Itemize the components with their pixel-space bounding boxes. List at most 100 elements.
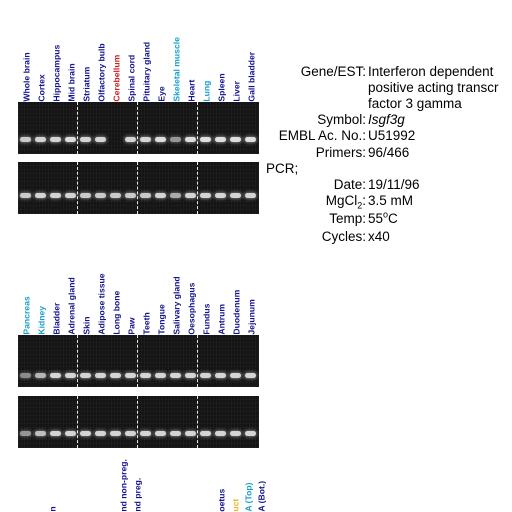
gel-image-2a <box>18 335 259 387</box>
lane-group-separator <box>77 102 78 154</box>
date-value: 19/11/96 <box>368 177 420 192</box>
lane-group-separator <box>137 396 138 448</box>
symbol-key: Symbol: <box>317 112 366 127</box>
gel-band <box>50 137 61 142</box>
gel-image-1a <box>18 102 259 154</box>
gel-band <box>170 193 181 198</box>
mgcl2-key-main: MgCl <box>325 193 358 208</box>
lane-group-separator <box>197 335 198 387</box>
temp-key: Temp: <box>329 211 366 226</box>
gel-band <box>95 137 106 142</box>
gel-band <box>95 373 106 378</box>
gel-image-1b <box>18 162 259 214</box>
gel-band <box>20 373 31 378</box>
gel-band <box>215 137 226 142</box>
gel-band <box>155 193 166 198</box>
gel-band <box>50 373 61 378</box>
gel-band <box>35 431 46 436</box>
gel-band <box>65 137 76 142</box>
gel-band <box>65 193 76 198</box>
gel-band <box>230 431 241 436</box>
lane-group-separator <box>197 162 198 214</box>
gel-band <box>50 431 61 436</box>
gel-band <box>65 373 76 378</box>
gene-key: Gene/EST: <box>300 64 366 79</box>
gene-value-line-3: factor 3 gamma <box>368 96 462 111</box>
gel-band <box>125 373 136 378</box>
date-key: Date: <box>333 177 366 192</box>
symbol-value-text: Isgf3g <box>368 112 405 127</box>
gel-band <box>35 373 46 378</box>
gene-value-line-1: Interferon dependent <box>368 64 494 79</box>
gel-band <box>20 137 31 142</box>
gel-band <box>230 137 241 142</box>
lane-group-separator <box>137 162 138 214</box>
gel-band <box>170 373 181 378</box>
gel-band <box>80 137 91 142</box>
gel-band <box>20 431 31 436</box>
gel-band <box>95 431 106 436</box>
gel-band <box>50 193 61 198</box>
gel-band <box>140 431 151 436</box>
mgcl2-key-sub: 2 <box>357 200 363 211</box>
embl-key: EMBL Ac. No.: <box>278 128 366 143</box>
pcr-label: PCR; <box>266 161 299 176</box>
gel-band <box>200 373 211 378</box>
lane-group-separator <box>197 396 198 448</box>
lane-group-separator <box>137 102 138 154</box>
gel-band <box>125 137 136 142</box>
primers-key: Primers: <box>315 145 366 160</box>
primers-value: 96/466 <box>368 145 410 160</box>
gel-band <box>185 373 196 378</box>
symbol-value: Isgf3g <box>368 113 405 127</box>
gel-band <box>80 193 91 198</box>
cycles-key: Cycles: <box>321 229 366 244</box>
gel-band <box>140 193 151 198</box>
gel-band <box>35 137 46 142</box>
gel-band <box>185 431 196 436</box>
lane-group-separator <box>77 335 78 387</box>
gel-band <box>80 373 91 378</box>
gel-texture <box>18 102 259 154</box>
lane-group-separator <box>77 396 78 448</box>
gel-band <box>95 193 106 198</box>
mgcl2-key-end: : <box>362 193 366 208</box>
cycles-value: x40 <box>368 229 390 244</box>
gel-texture <box>18 335 259 387</box>
gel-band <box>230 193 241 198</box>
mgcl2-key: MgCl2: <box>325 193 366 211</box>
gel-band <box>215 373 226 378</box>
gel-band <box>110 431 121 436</box>
temp-value-end: C <box>388 211 398 226</box>
gel-band <box>230 373 241 378</box>
gel-band <box>125 193 136 198</box>
temp-value: 55oC <box>368 209 398 226</box>
gel-band <box>185 137 196 142</box>
temp-value-sup: o <box>383 209 389 220</box>
gel-band <box>155 137 166 142</box>
gel-band <box>155 431 166 436</box>
gel-band <box>170 137 181 142</box>
gel-band <box>35 193 46 198</box>
gel-band <box>200 193 211 198</box>
gel-image-2b <box>18 396 259 448</box>
gel-band <box>215 431 226 436</box>
gel-band <box>140 373 151 378</box>
gel-band <box>185 193 196 198</box>
gel-band <box>65 431 76 436</box>
gel-texture <box>18 396 259 448</box>
embl-value: U51992 <box>368 128 416 143</box>
mgcl2-value: 3.5 mM <box>368 193 414 208</box>
gel-band <box>80 431 91 436</box>
gel-band <box>20 193 31 198</box>
gel-band <box>110 193 121 198</box>
gel-band <box>245 193 256 198</box>
gel-band <box>170 431 181 436</box>
gel-band <box>245 431 256 436</box>
gel-band <box>140 137 151 142</box>
gel-band <box>200 137 211 142</box>
gel-band <box>245 137 256 142</box>
gel-band <box>245 373 256 378</box>
lane-group-separator <box>197 102 198 154</box>
